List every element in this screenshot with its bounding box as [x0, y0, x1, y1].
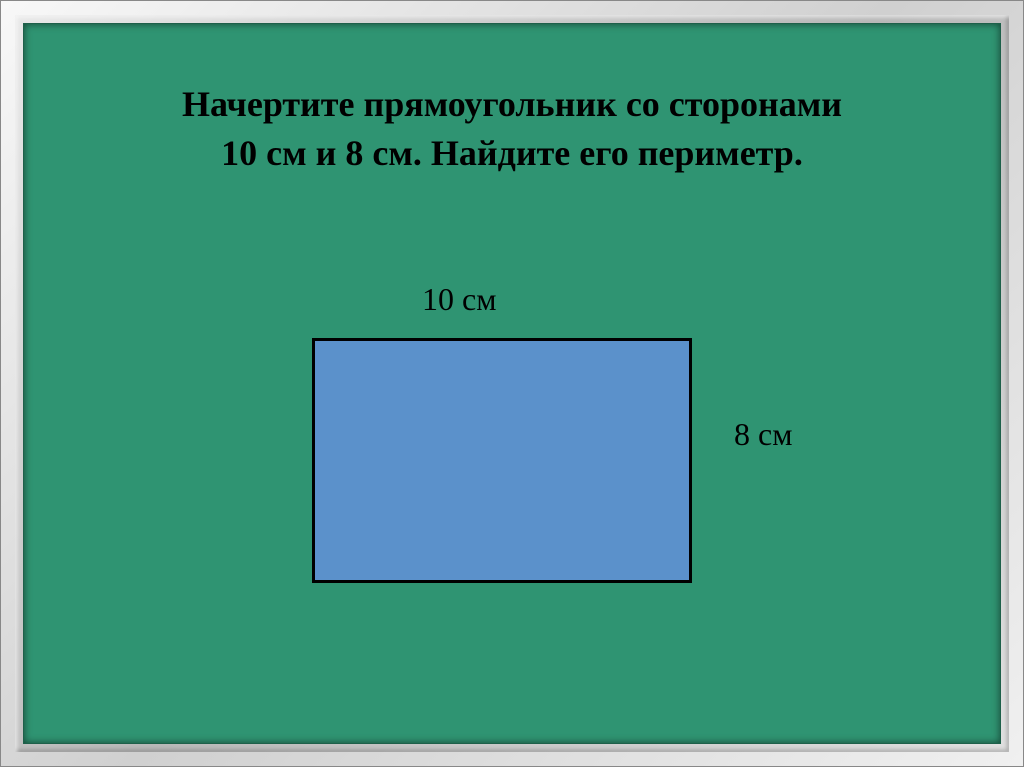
- chalkboard: Начертите прямоугольник со сторонами 10 …: [23, 23, 1001, 744]
- height-label: 8 см: [734, 416, 792, 453]
- picture-frame-outer: Начертите прямоугольник со сторонами 10 …: [0, 0, 1024, 767]
- task-title: Начертите прямоугольник со сторонами 10 …: [24, 80, 1000, 177]
- rectangle: [312, 338, 692, 583]
- picture-frame-inner: Начертите прямоугольник со сторонами 10 …: [15, 15, 1009, 752]
- task-title-line-2: 10 см и 8 см. Найдите его периметр.: [221, 133, 803, 173]
- task-title-line-1: Начертите прямоугольник со сторонами: [182, 84, 842, 124]
- width-label: 10 см: [422, 281, 496, 318]
